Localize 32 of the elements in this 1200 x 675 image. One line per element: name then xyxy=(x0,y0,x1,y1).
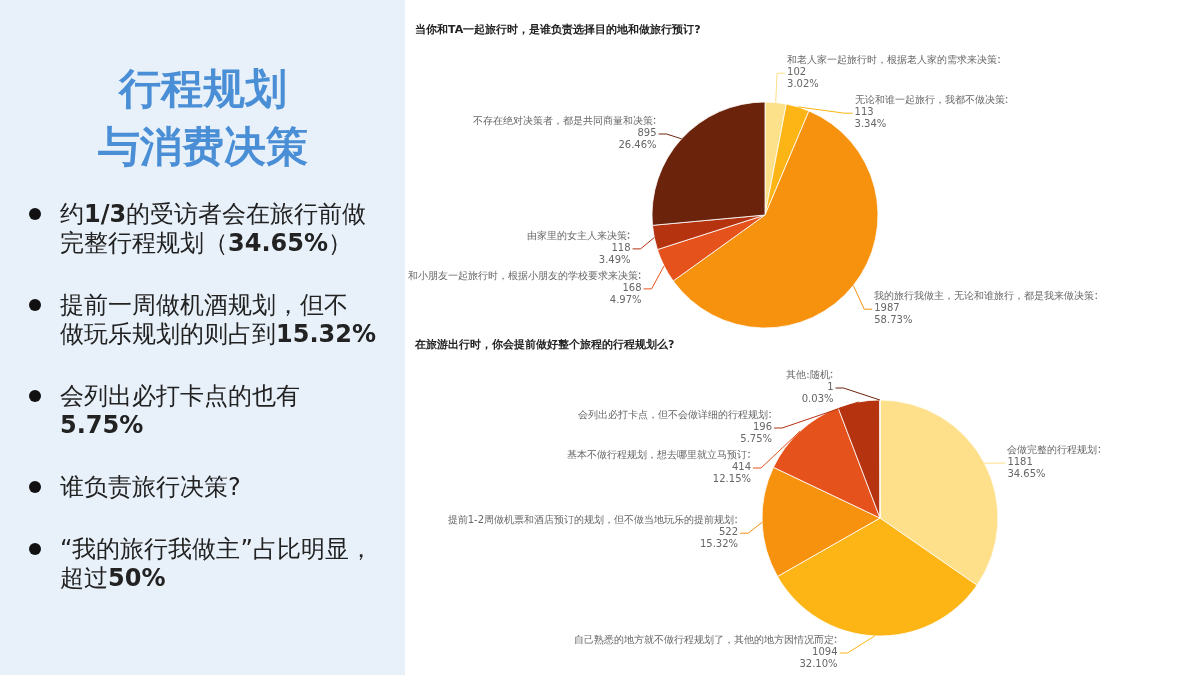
data-label: 1181 34.65% xyxy=(1007,456,1046,480)
slice-label: 会做完整的行程规划 xyxy=(1007,444,1098,456)
slice-label: 由家里的女主人来决策 xyxy=(526,229,627,241)
text: “我的旅行我做主”占比明显，超过50% xyxy=(60,535,373,592)
text: 谁负责旅行决策? xyxy=(60,473,241,501)
slice-label: 无论和谁一起旅行，我都不做决策 xyxy=(854,94,1005,106)
slice-label: 不存在绝对决策者，都是共同商量和决策 xyxy=(472,115,653,127)
data-label: 414 12.15% xyxy=(712,461,751,484)
slice-label: 和小朋友一起旅行时，根据小朋友的学校要求来决策 xyxy=(407,269,638,281)
slice-label: 我的旅行我做主，无论和谁旅行，都是我来做决策 xyxy=(874,290,1095,302)
data-label: 522 15.32% xyxy=(699,526,739,550)
text: 提前一周做机酒规划，但不做玩乐规划的则占到15.32% xyxy=(60,291,376,348)
data-label: 1987 58.73% xyxy=(874,302,913,326)
slice-label: 和老人家一起旅行时，根据老人家的需求来决策 xyxy=(787,54,998,66)
data-label: 1 0.03% xyxy=(801,381,834,404)
data-label: 168 4.97% xyxy=(609,281,642,305)
slice-label: 基本不做行程规划，想去哪里就立马预订 xyxy=(567,449,747,460)
data-label: 102 3.02% xyxy=(787,66,819,90)
slice-label: 会列出必打卡点，但不会做详细的行程规划 xyxy=(578,409,769,420)
data-label: 895 26.46% xyxy=(618,127,657,151)
text: 会列出必打卡点的也有5.75% xyxy=(60,382,300,439)
chart-title: 当你和TA一起旅行时，是谁负责选择目的地和做旅行预订? xyxy=(415,23,701,36)
text: 约1/3的受访者会在旅行前做完整行程规划（34.65%） xyxy=(60,200,367,257)
text: 行程规划与消费决策 xyxy=(97,64,308,171)
data-label: 1094 32.10% xyxy=(799,646,838,669)
data-label: 196 5.75% xyxy=(740,421,773,444)
data-label: 118 3.49% xyxy=(598,241,631,265)
data-label: 113 3.34% xyxy=(854,106,887,130)
chart-title: 在旅游出行时，你会提前做好整个旅程的行程规划么? xyxy=(414,338,675,351)
slice-label: 其他:随机 xyxy=(786,369,830,380)
slice-label: 自己熟悉的地方就不做行程规划了，其他的地方因情况而定 xyxy=(573,634,834,645)
slice-label: 提前1-2周做机票和酒店预订的规划，但不做当地玩乐的提前规划 xyxy=(447,514,735,526)
